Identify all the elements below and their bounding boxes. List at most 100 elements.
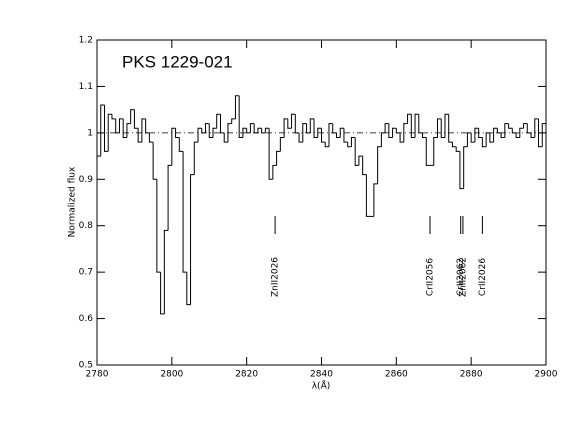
y-tick-label: 1.2 xyxy=(79,36,93,46)
line-label: CrII2062 xyxy=(456,258,466,296)
flux-step xyxy=(489,132,494,143)
flux-step xyxy=(294,114,300,134)
line-label: CrII2026 xyxy=(478,258,488,296)
flux-step xyxy=(227,123,232,143)
x-tick-label: 2780 xyxy=(86,370,109,380)
flux-step xyxy=(515,132,520,138)
flux-step xyxy=(478,128,483,138)
flux-step xyxy=(302,123,307,143)
flux-step xyxy=(541,123,546,147)
flux-step xyxy=(511,128,517,134)
flux-step xyxy=(448,114,453,143)
flux-step xyxy=(242,127,247,138)
flux-step xyxy=(182,151,187,273)
flux-step xyxy=(175,128,180,138)
flux-step xyxy=(111,114,116,120)
line-label: ZnII2062 xyxy=(458,257,468,297)
flux-step xyxy=(115,118,120,134)
flux-step xyxy=(272,164,277,180)
flux-step xyxy=(103,105,109,152)
flux-step xyxy=(287,118,292,129)
flux-step xyxy=(197,127,202,143)
y-axis-label: Normalized flux xyxy=(68,166,78,237)
x-tick-label: 2880 xyxy=(460,370,483,380)
flux-step xyxy=(444,113,449,138)
flux-step xyxy=(246,128,251,134)
flux-step xyxy=(167,164,172,231)
flux-step xyxy=(332,123,337,134)
flux-step xyxy=(107,113,112,152)
flux-step xyxy=(193,141,199,175)
flux-step xyxy=(219,114,225,134)
flux-step xyxy=(261,128,266,134)
x-tick-label: 2840 xyxy=(310,370,333,380)
flux-step xyxy=(298,132,303,143)
flux-step xyxy=(451,142,457,148)
y-tick-label: 0.5 xyxy=(79,361,93,371)
flux-step xyxy=(264,127,270,133)
flux-step xyxy=(354,137,359,166)
flux-step xyxy=(526,123,532,134)
flux-step xyxy=(253,123,258,134)
flux-step xyxy=(324,142,329,148)
flux-step xyxy=(380,132,386,147)
flux-step xyxy=(212,127,217,138)
flux-step xyxy=(395,128,401,134)
y-tick-label: 0.7 xyxy=(79,268,93,278)
flux-step xyxy=(321,128,326,143)
flux-step xyxy=(508,123,513,129)
flux-step xyxy=(126,123,131,138)
y-tick-label: 1 xyxy=(87,128,93,138)
flux-step xyxy=(313,118,318,138)
flux-step xyxy=(388,123,393,138)
flux-step xyxy=(384,123,389,133)
x-tick-label: 2800 xyxy=(160,370,183,380)
x-tick-label: 2820 xyxy=(235,370,258,380)
flux-step xyxy=(538,118,543,148)
plot-frame xyxy=(96,39,547,366)
flux-step xyxy=(392,127,397,138)
flux-step xyxy=(133,109,139,129)
line-label: CrII2056 xyxy=(426,258,436,296)
flux-step xyxy=(350,137,356,147)
flux-step xyxy=(410,114,416,138)
x-tick-label: 2860 xyxy=(385,370,408,380)
flux-step xyxy=(339,127,344,138)
flux-step xyxy=(283,118,288,138)
flux-step xyxy=(407,113,412,124)
flux-step xyxy=(455,146,460,152)
flux-step xyxy=(118,118,124,133)
flux-step xyxy=(496,128,502,134)
flux-step xyxy=(519,127,524,138)
flux-step xyxy=(160,272,165,315)
flux-step xyxy=(459,151,464,190)
flux-step xyxy=(433,137,438,166)
flux-step xyxy=(279,137,285,152)
flux-step xyxy=(377,146,382,184)
flux-step xyxy=(306,123,311,134)
flux-step xyxy=(186,272,191,306)
flux-step xyxy=(201,128,206,134)
flux-step xyxy=(343,128,348,143)
flux-step xyxy=(309,118,315,133)
chart-title: PKS 1229-021 xyxy=(122,52,233,71)
flux-step xyxy=(291,113,296,129)
flux-step xyxy=(530,132,535,138)
flux-step xyxy=(347,142,352,148)
y-tick-label: 1.1 xyxy=(79,82,93,92)
flux-step xyxy=(422,132,427,138)
flux-step xyxy=(373,183,378,217)
flux-step xyxy=(362,156,367,176)
flux-step xyxy=(504,123,509,138)
flux-step xyxy=(231,118,236,124)
flux-step xyxy=(216,113,221,129)
flux-step xyxy=(335,132,341,138)
flux-step xyxy=(403,123,408,143)
flux-step xyxy=(148,132,154,143)
flux-step xyxy=(156,179,161,273)
flux-step xyxy=(466,132,472,147)
flux-step xyxy=(276,150,281,166)
y-tick-label: 0.9 xyxy=(79,175,94,185)
flux-step xyxy=(178,137,184,152)
